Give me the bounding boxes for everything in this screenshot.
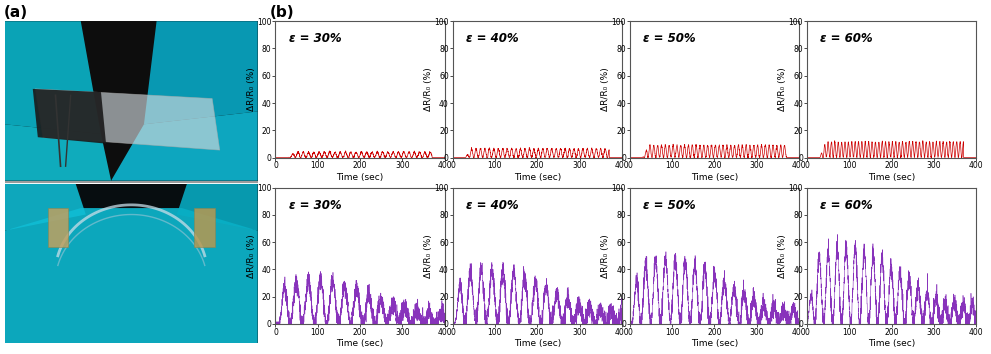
Bar bbox=[48, 208, 68, 247]
Y-axis label: ΔR/R₀ (%): ΔR/R₀ (%) bbox=[601, 234, 610, 278]
Text: ε = 60%: ε = 60% bbox=[821, 32, 873, 45]
Y-axis label: ΔR/R₀ (%): ΔR/R₀ (%) bbox=[247, 234, 256, 278]
Text: ε = 30%: ε = 30% bbox=[289, 199, 342, 212]
Polygon shape bbox=[144, 21, 258, 124]
Bar bbox=[5, 184, 258, 343]
Text: ε = 50%: ε = 50% bbox=[643, 199, 696, 212]
X-axis label: Time (sec): Time (sec) bbox=[691, 339, 738, 348]
Polygon shape bbox=[5, 208, 258, 343]
Polygon shape bbox=[5, 124, 111, 181]
X-axis label: Time (sec): Time (sec) bbox=[337, 339, 384, 348]
Y-axis label: ΔR/R₀ (%): ΔR/R₀ (%) bbox=[778, 68, 787, 111]
Y-axis label: ΔR/R₀ (%): ΔR/R₀ (%) bbox=[247, 68, 256, 111]
Text: ε = 40%: ε = 40% bbox=[466, 199, 519, 212]
Text: ε = 30%: ε = 30% bbox=[289, 32, 342, 45]
Polygon shape bbox=[111, 112, 258, 181]
X-axis label: Time (sec): Time (sec) bbox=[868, 339, 915, 348]
X-axis label: Time (sec): Time (sec) bbox=[513, 172, 561, 182]
Y-axis label: ΔR/R₀ (%): ΔR/R₀ (%) bbox=[778, 234, 787, 278]
Text: ε = 40%: ε = 40% bbox=[466, 32, 519, 45]
Polygon shape bbox=[36, 89, 220, 150]
Text: ε = 50%: ε = 50% bbox=[643, 32, 696, 45]
X-axis label: Time (sec): Time (sec) bbox=[691, 172, 738, 182]
Polygon shape bbox=[176, 184, 258, 231]
Text: (b): (b) bbox=[270, 5, 294, 20]
Text: (a): (a) bbox=[4, 5, 28, 20]
Bar bbox=[5, 21, 258, 181]
Polygon shape bbox=[5, 21, 101, 134]
Y-axis label: ΔR/R₀ (%): ΔR/R₀ (%) bbox=[424, 234, 433, 278]
Polygon shape bbox=[33, 89, 106, 144]
Y-axis label: ΔR/R₀ (%): ΔR/R₀ (%) bbox=[424, 68, 433, 111]
Text: ε = 60%: ε = 60% bbox=[821, 199, 873, 212]
X-axis label: Time (sec): Time (sec) bbox=[868, 172, 915, 182]
X-axis label: Time (sec): Time (sec) bbox=[513, 339, 561, 348]
Polygon shape bbox=[5, 184, 86, 231]
X-axis label: Time (sec): Time (sec) bbox=[337, 172, 384, 182]
Y-axis label: ΔR/R₀ (%): ΔR/R₀ (%) bbox=[601, 68, 610, 111]
Bar bbox=[194, 208, 215, 247]
